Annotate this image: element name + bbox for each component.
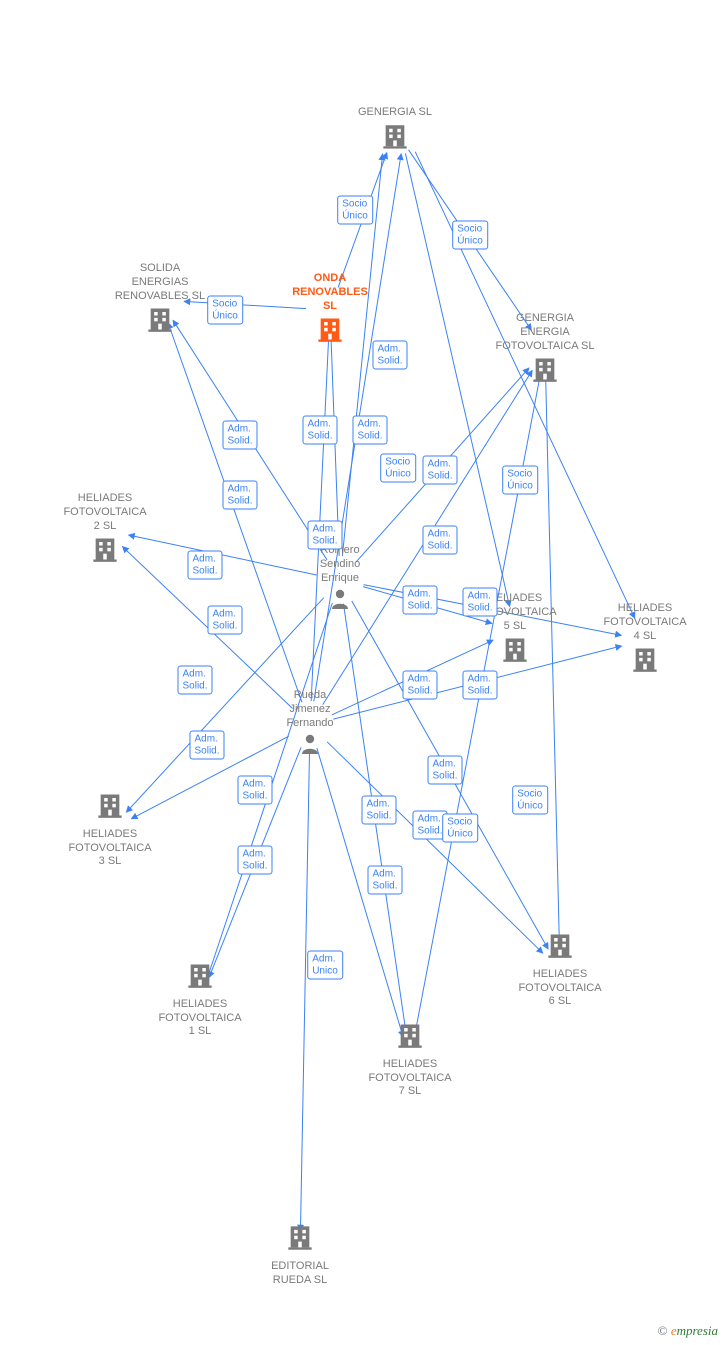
credit-rest: mpresia [677, 1323, 718, 1338]
edge-line [131, 736, 289, 819]
edge-line [363, 587, 492, 624]
edge-line [168, 323, 302, 703]
edge-line [415, 152, 635, 619]
edge-line [317, 748, 403, 1037]
edge-line [184, 301, 306, 308]
edge-line [126, 598, 324, 813]
credit-footer: © empresia [658, 1323, 718, 1339]
edge-line [352, 601, 548, 949]
edge-line [208, 603, 333, 977]
edge-line [546, 374, 560, 946]
edge-line [356, 368, 529, 562]
edge-line [300, 749, 309, 1231]
edge-line [209, 747, 301, 977]
edge-line [414, 374, 540, 1037]
graph-canvas [0, 0, 728, 1345]
edge-line [122, 547, 292, 709]
edge-line [343, 604, 406, 1037]
edge-line [128, 535, 316, 575]
edge-line [323, 370, 533, 704]
edge-line [338, 153, 387, 288]
edge-line [327, 742, 543, 953]
edge-line [173, 320, 327, 560]
edge-line [342, 154, 382, 556]
edge-line [331, 334, 339, 556]
copyright-symbol: © [658, 1323, 668, 1338]
edge-line [333, 646, 621, 719]
edge-line [311, 334, 329, 701]
